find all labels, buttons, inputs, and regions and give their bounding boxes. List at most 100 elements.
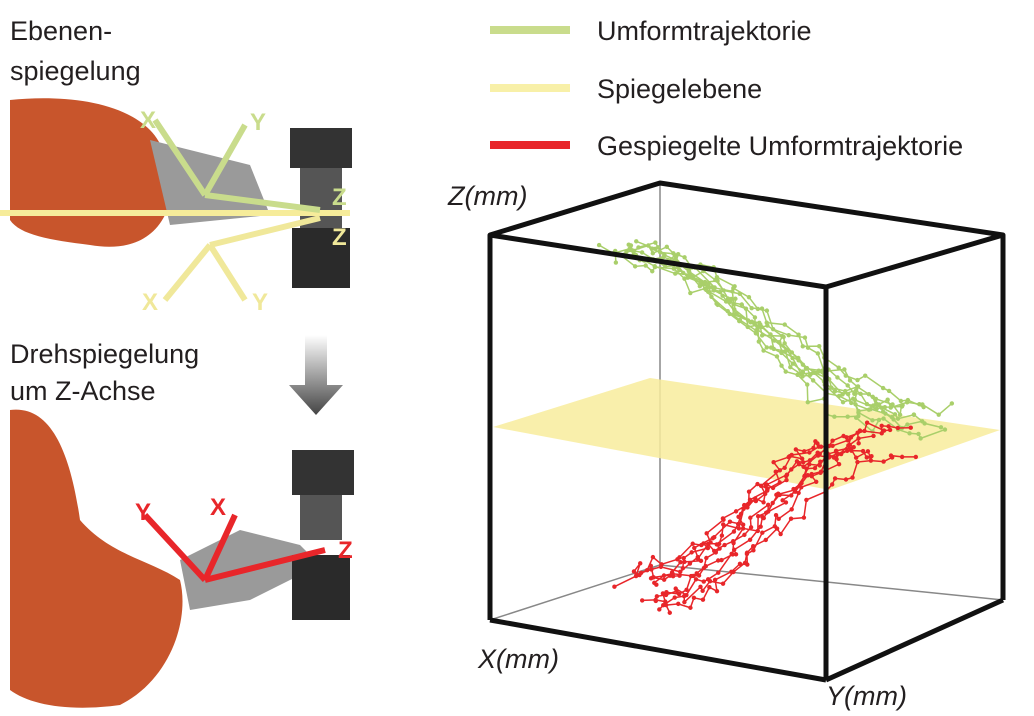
trajectory-point <box>721 581 725 585</box>
trajectory-point <box>789 507 793 511</box>
trajectory-point <box>813 466 817 470</box>
trajectory-point <box>664 603 668 607</box>
trajectory-point <box>639 571 643 575</box>
trajectory-point <box>869 458 873 462</box>
trajectory-point <box>742 533 746 537</box>
trajectory-point <box>684 593 688 597</box>
trajectory-point <box>899 403 903 407</box>
trajectory-point <box>907 431 911 435</box>
trajectory-point <box>722 543 726 547</box>
axis-title: X(mm) <box>477 644 559 674</box>
trajectory-point <box>733 297 737 301</box>
trajectory-point <box>636 245 640 249</box>
trajectory-point <box>881 459 885 463</box>
axis-letter: X <box>142 289 158 316</box>
trajectory-point <box>765 323 769 327</box>
trajectory-point <box>686 275 690 279</box>
trajectory-point <box>898 413 902 417</box>
trajectory-point <box>939 425 943 429</box>
trajectory-point <box>815 441 819 445</box>
trajectory-point <box>805 382 809 386</box>
trajectory-point <box>662 577 666 581</box>
trajectory-point <box>786 333 790 337</box>
trajectory-point <box>757 339 761 343</box>
trajectory-point <box>896 426 900 430</box>
trajectory-point <box>778 532 782 536</box>
trajectory-point <box>837 462 841 466</box>
trajectory-point <box>855 378 859 382</box>
trajectory-point <box>806 473 810 477</box>
trajectory-point <box>731 541 735 545</box>
axis-letter: X <box>210 494 226 521</box>
trajectory-point <box>676 602 680 606</box>
trajectory-point <box>809 472 813 476</box>
trajectory-point <box>633 264 637 268</box>
trajectory-point <box>715 589 719 593</box>
trajectory-point <box>800 374 804 378</box>
trajectory-point <box>704 556 708 560</box>
axis-letter: Y <box>250 109 266 136</box>
trajectory-point <box>698 585 702 589</box>
trajectory-point <box>937 412 941 416</box>
trajectory-point <box>845 415 849 419</box>
trajectory-point <box>900 455 904 459</box>
trajectory-point <box>698 280 702 284</box>
trajectory-point <box>775 354 779 358</box>
trajectory-point <box>706 282 710 286</box>
trajectory-point <box>881 416 885 420</box>
trajectory-point <box>702 579 706 583</box>
trajectory-point <box>801 460 805 464</box>
trajectory-point <box>830 482 834 486</box>
trajectory-point <box>762 516 766 520</box>
trajectory-point <box>761 348 765 352</box>
trajectory-point <box>856 410 860 414</box>
trajectory-point <box>801 344 805 348</box>
trajectory-point <box>853 398 857 402</box>
trajectory-point <box>691 542 695 546</box>
trajectory-point <box>662 573 666 577</box>
trajectory-point <box>719 558 723 562</box>
trajectory-point <box>748 538 752 542</box>
trajectory-point <box>655 594 659 598</box>
trajectory-point <box>841 400 845 404</box>
trajectory-point <box>794 447 798 451</box>
trajectory-point <box>896 416 900 420</box>
trajectory-point <box>650 269 654 273</box>
trajectory-point <box>715 275 719 279</box>
trajectory-point <box>943 427 947 431</box>
trajectory-point <box>803 335 807 339</box>
caption-line: spiegelung <box>10 56 141 86</box>
trajectory-point <box>614 260 618 264</box>
trajectory-point <box>782 341 786 345</box>
trajectory-point <box>652 264 656 268</box>
trajectory-point <box>745 562 749 566</box>
trajectory-point <box>785 348 789 352</box>
trajectory-point <box>888 428 892 432</box>
trajectory-point <box>706 546 710 550</box>
trajectory-point <box>753 315 757 319</box>
trajectory-point <box>855 460 859 464</box>
trajectory-point <box>811 378 815 382</box>
trajectory-point <box>771 486 775 490</box>
trajectory-point <box>736 515 740 519</box>
trajectory-point <box>874 397 878 401</box>
trajectory-point <box>804 498 808 502</box>
trajectory-point <box>871 434 875 438</box>
trajectory-point <box>756 529 760 533</box>
axis-letter: X <box>140 107 156 134</box>
trajectory-point <box>668 611 672 615</box>
trajectory-point <box>760 325 764 329</box>
trajectory-point <box>661 255 665 259</box>
trajectory-point <box>890 402 894 406</box>
trajectory-point <box>854 455 858 459</box>
trajectory-point <box>829 385 833 389</box>
trajectory-point <box>863 373 867 377</box>
trajectory-point <box>654 599 658 603</box>
trajectory-point <box>731 286 735 290</box>
trajectory-point <box>761 500 765 504</box>
trajectory-point <box>740 302 744 306</box>
trajectory-point <box>726 309 730 313</box>
trajectory-point <box>720 533 724 537</box>
trajectory-point <box>849 447 853 451</box>
trajectory-point <box>819 445 823 449</box>
